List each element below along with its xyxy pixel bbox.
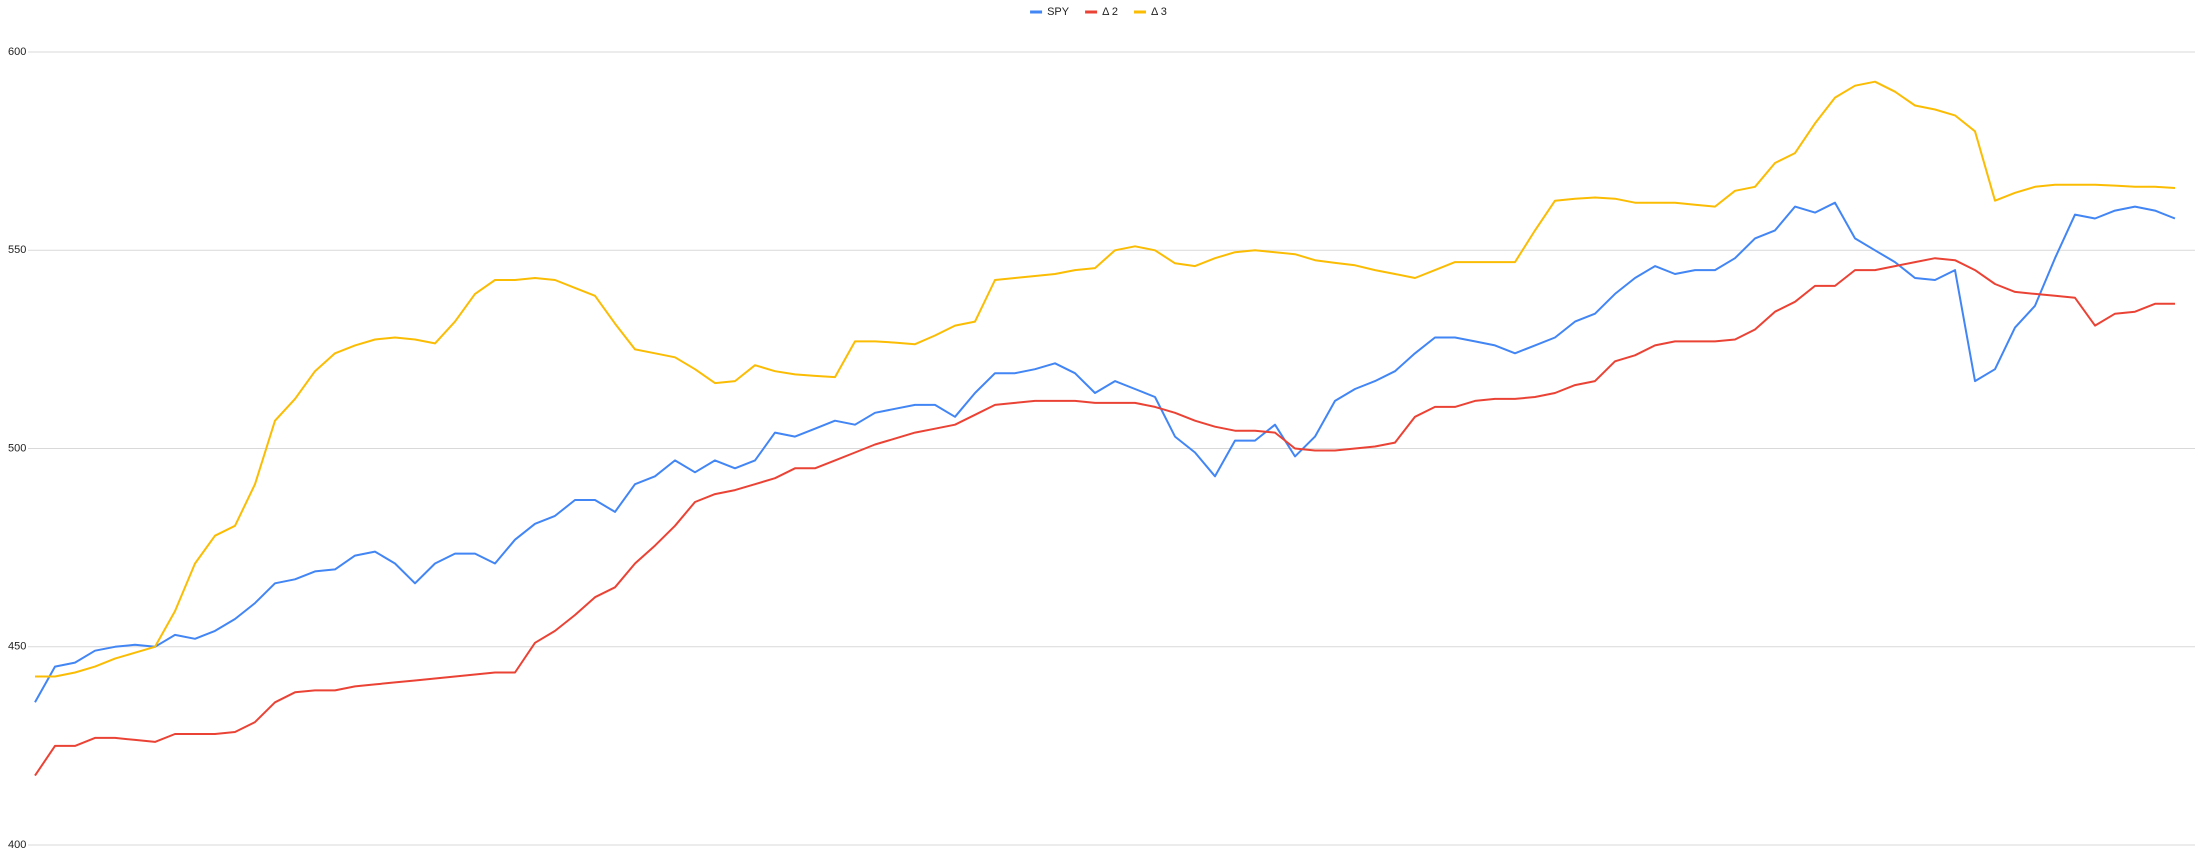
series-line	[34, 257, 2175, 777]
legend-label: Δ 2	[1102, 6, 1118, 18]
legend-label: Δ 3	[1151, 6, 1167, 18]
series-line	[34, 201, 2176, 703]
y-tick-label: 400	[8, 839, 26, 851]
series-line	[35, 80, 2176, 678]
y-tick-label: 500	[8, 442, 26, 454]
y-tick-label: 550	[8, 244, 26, 256]
y-tick-label: 450	[8, 641, 26, 653]
legend-label: SPY	[1047, 6, 1070, 18]
y-tick-label: 600	[8, 46, 26, 58]
